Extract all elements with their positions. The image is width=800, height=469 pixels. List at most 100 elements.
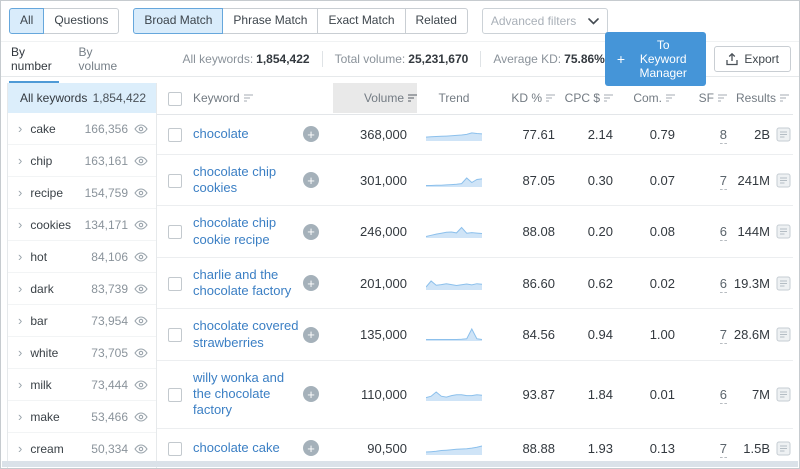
keyword-link[interactable]: chocolate covered strawberries bbox=[193, 318, 299, 350]
cpc-cell: 0.62 bbox=[587, 275, 613, 291]
keyword-link[interactable]: willy wonka and the chocolate factory bbox=[193, 369, 285, 418]
eye-icon[interactable] bbox=[134, 411, 148, 422]
table-header: Keyword Volume Trend KD % CPC $ Com. SF … bbox=[157, 83, 793, 115]
com-cell: 0.13 bbox=[649, 440, 675, 456]
row-checkbox[interactable] bbox=[168, 128, 182, 143]
column-header-sf[interactable]: SF bbox=[699, 91, 727, 105]
row-checkbox[interactable] bbox=[168, 328, 182, 343]
serp-snapshot-icon[interactable] bbox=[776, 327, 791, 342]
eye-icon[interactable] bbox=[134, 283, 148, 294]
group-count: 163,161 bbox=[84, 153, 128, 168]
sidebar-group-item[interactable]: › bar 73,954 bbox=[8, 305, 156, 337]
row-checkbox[interactable] bbox=[168, 276, 182, 291]
eye-icon[interactable] bbox=[134, 155, 148, 166]
sidebar-group-item[interactable]: › white 73,705 bbox=[8, 337, 156, 369]
add-keyword-icon[interactable]: + bbox=[303, 440, 319, 457]
export-button[interactable]: Export bbox=[714, 46, 791, 72]
keyword-link[interactable]: chocolate cake bbox=[193, 439, 280, 455]
serp-features-count[interactable]: 6 bbox=[719, 224, 727, 242]
serp-features-count[interactable]: 7 bbox=[719, 172, 727, 190]
column-header-volume[interactable]: Volume bbox=[364, 91, 417, 105]
serp-features-count[interactable]: 7 bbox=[719, 440, 727, 458]
eye-icon[interactable] bbox=[134, 251, 148, 262]
com-cell: 0.08 bbox=[649, 224, 675, 240]
tab-broad-match[interactable]: Broad Match bbox=[133, 8, 224, 34]
row-checkbox[interactable] bbox=[168, 441, 182, 456]
com-cell: 0.01 bbox=[649, 386, 675, 402]
keyword-link[interactable]: charlie and the chocolate factory bbox=[193, 266, 292, 299]
advanced-filters-label: Advanced filters bbox=[490, 14, 577, 28]
eye-icon[interactable] bbox=[134, 187, 148, 198]
column-header-trend[interactable]: Trend bbox=[438, 91, 470, 106]
horizontal-scrollbar[interactable] bbox=[2, 461, 798, 467]
results-value: 144M bbox=[737, 224, 770, 240]
add-keyword-icon[interactable]: + bbox=[303, 326, 319, 343]
sidebar-group-item[interactable]: › recipe 154,759 bbox=[8, 177, 156, 209]
keyword-link[interactable]: chocolate chip cookie recipe bbox=[193, 215, 277, 247]
tab-by-volume[interactable]: By volume bbox=[78, 44, 118, 73]
serp-features-count[interactable]: 8 bbox=[719, 126, 727, 144]
sidebar-group-item[interactable]: › milk 73,444 bbox=[8, 369, 156, 401]
serp-snapshot-icon[interactable] bbox=[776, 224, 791, 239]
add-keyword-icon[interactable]: + bbox=[303, 386, 319, 403]
serp-features-count[interactable]: 6 bbox=[719, 386, 727, 404]
serp-features-count[interactable]: 6 bbox=[719, 275, 727, 293]
add-keyword-icon[interactable]: + bbox=[303, 126, 319, 143]
column-header-keyword[interactable]: Keyword bbox=[193, 91, 253, 105]
sidebar-list: › cake 166,356 › chip 163,161 › recipe 1… bbox=[8, 113, 156, 465]
sidebar-group-item[interactable]: › dark 83,739 bbox=[8, 273, 156, 305]
eye-icon[interactable] bbox=[134, 219, 148, 230]
stat-all-keywords: All keywords: 1,854,422 bbox=[182, 52, 310, 66]
kd-cell: 88.88 bbox=[522, 440, 555, 456]
sidebar-group-item[interactable]: › cookies 134,171 bbox=[8, 209, 156, 241]
serp-snapshot-icon[interactable] bbox=[776, 441, 791, 456]
group-label: white bbox=[30, 345, 59, 360]
sidebar-all-keywords[interactable]: All keywords 1,854,422 bbox=[8, 83, 156, 113]
column-header-kd[interactable]: KD % bbox=[511, 91, 555, 105]
column-header-com[interactable]: Com. bbox=[633, 91, 675, 105]
sidebar-group-item[interactable]: › make 53,466 bbox=[8, 401, 156, 433]
column-header-results[interactable]: Results bbox=[736, 91, 789, 105]
tab-related[interactable]: Related bbox=[404, 8, 468, 34]
kd-cell: 77.61 bbox=[522, 126, 555, 142]
tab-phrase-match[interactable]: Phrase Match bbox=[222, 8, 319, 34]
eye-icon[interactable] bbox=[134, 123, 148, 134]
serp-snapshot-icon[interactable] bbox=[776, 173, 791, 188]
tab-by-number[interactable]: By number bbox=[9, 36, 59, 83]
sidebar-group-item[interactable]: › cake 166,356 bbox=[8, 113, 156, 145]
chevron-right-icon: › bbox=[18, 217, 23, 232]
tab-all[interactable]: All bbox=[9, 8, 45, 34]
advanced-filters-dropdown[interactable]: Advanced filters bbox=[481, 8, 608, 34]
serp-snapshot-icon[interactable] bbox=[776, 127, 791, 142]
keyword-link[interactable]: chocolate bbox=[193, 126, 249, 142]
chevron-right-icon: › bbox=[18, 441, 23, 456]
row-checkbox[interactable] bbox=[168, 173, 182, 188]
chevron-right-icon: › bbox=[18, 345, 23, 360]
eye-icon[interactable] bbox=[134, 315, 148, 326]
tab-questions[interactable]: Questions bbox=[43, 8, 120, 34]
to-keyword-manager-button[interactable]: + To Keyword Manager bbox=[604, 32, 707, 86]
tab-exact-match[interactable]: Exact Match bbox=[317, 8, 406, 34]
table-row: chocolate chip cookie recipe + 246,000 8… bbox=[157, 206, 793, 258]
sidebar-group-item[interactable]: › hot 84,106 bbox=[8, 241, 156, 273]
serp-features-count[interactable]: 7 bbox=[719, 327, 727, 345]
results-value: 241M bbox=[737, 172, 770, 188]
keyword-link[interactable]: chocolate chip cookies bbox=[193, 163, 277, 196]
eye-icon[interactable] bbox=[134, 443, 148, 454]
sidebar-group-item[interactable]: › chip 163,161 bbox=[8, 145, 156, 177]
column-header-cpc[interactable]: CPC $ bbox=[565, 91, 613, 105]
eye-icon[interactable] bbox=[134, 347, 148, 358]
add-keyword-icon[interactable]: + bbox=[303, 223, 319, 240]
eye-icon[interactable] bbox=[134, 379, 148, 390]
add-keyword-icon[interactable]: + bbox=[303, 275, 319, 292]
trend-sparkline bbox=[426, 170, 483, 191]
serp-snapshot-icon[interactable] bbox=[776, 387, 791, 402]
add-keyword-icon[interactable]: + bbox=[303, 172, 319, 189]
row-checkbox[interactable] bbox=[168, 387, 182, 402]
row-checkbox[interactable] bbox=[168, 225, 182, 240]
cpc-cell: 1.84 bbox=[587, 386, 613, 402]
serp-snapshot-icon[interactable] bbox=[776, 276, 791, 291]
sidebar-all-keywords-count: 1,854,422 bbox=[92, 91, 146, 105]
select-all-checkbox[interactable] bbox=[168, 91, 182, 106]
chevron-right-icon: › bbox=[18, 313, 23, 328]
